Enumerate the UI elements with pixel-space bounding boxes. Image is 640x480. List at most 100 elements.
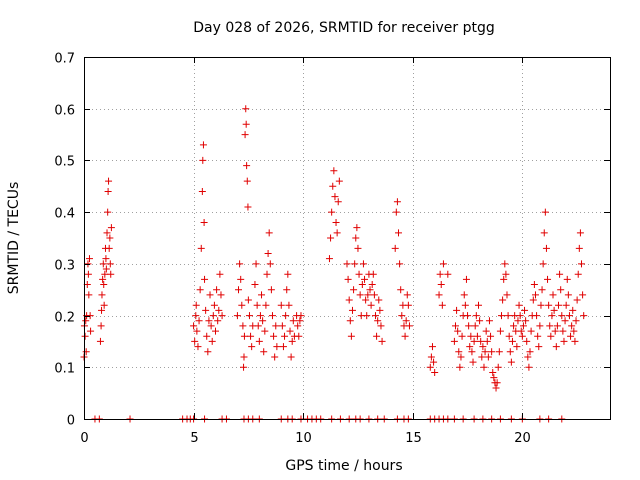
data-point (467, 332, 475, 340)
data-point (87, 327, 95, 335)
data-point (431, 368, 439, 376)
data-point (506, 348, 514, 356)
data-point (359, 260, 367, 268)
axes: 0 0.1 0.2 0.3 0.4 0.5 0.6 0.7 0 5 10 15 20 (54, 52, 610, 446)
data-point (198, 187, 206, 195)
data-point (476, 317, 484, 325)
data-point (247, 332, 255, 340)
data-point (199, 156, 207, 164)
data-point (279, 343, 287, 351)
data-point (86, 312, 94, 320)
data-point (262, 301, 270, 309)
data-point (268, 312, 276, 320)
data-point (201, 275, 209, 283)
data-point (103, 229, 111, 237)
data-point (552, 343, 560, 351)
data-point (343, 260, 351, 268)
data-point (239, 322, 247, 330)
data-point (346, 317, 354, 325)
data-point (483, 337, 491, 345)
data-point (481, 348, 489, 356)
data-point (84, 260, 92, 268)
data-point (369, 270, 377, 278)
data-point (401, 332, 409, 340)
data-point (286, 327, 294, 335)
data-point (297, 312, 305, 320)
data-point (214, 317, 222, 325)
data-point (202, 306, 210, 314)
data-point (281, 332, 289, 340)
data-point (562, 301, 570, 309)
data-point (271, 353, 279, 361)
data-point (525, 363, 533, 371)
data-point (454, 327, 462, 335)
data-point (505, 332, 513, 340)
data-point (496, 327, 504, 335)
y-tick-label: 0.7 (54, 52, 75, 67)
x-tick-label: 5 (190, 431, 198, 446)
data-point (106, 260, 114, 268)
data-point (527, 327, 535, 335)
data-point (393, 198, 401, 206)
data-point (213, 286, 221, 294)
data-point (242, 120, 250, 128)
data-point (396, 260, 404, 268)
data-point (263, 270, 271, 278)
data-point (444, 270, 452, 278)
data-point (334, 198, 342, 206)
data-point (277, 301, 285, 309)
data-point (237, 275, 245, 283)
data-point (104, 187, 112, 195)
data-point (335, 177, 343, 185)
data-point (377, 322, 385, 330)
data-point (364, 291, 372, 299)
data-point (541, 208, 549, 216)
data-point (568, 322, 576, 330)
data-point (289, 317, 297, 325)
data-point (493, 379, 501, 387)
data-point (478, 353, 486, 361)
data-point (579, 291, 587, 299)
data-point (252, 260, 260, 268)
data-point (533, 312, 541, 320)
data-point (575, 244, 583, 252)
data-point (457, 353, 465, 361)
data-point (500, 275, 508, 283)
data-point (84, 270, 92, 278)
data-point (501, 260, 509, 268)
data-point (451, 322, 459, 330)
data-point (287, 353, 295, 361)
data-point (537, 301, 545, 309)
data-point (273, 343, 281, 351)
data-point (395, 229, 403, 237)
data-point (285, 301, 293, 309)
data-point (245, 312, 253, 320)
data-point (439, 260, 447, 268)
data-point (540, 229, 548, 237)
chart-title: Day 028 of 2026, SRMTID for receiver ptg… (193, 20, 495, 36)
data-point (484, 353, 492, 361)
data-point (398, 312, 406, 320)
data-point (554, 301, 562, 309)
data-point (107, 270, 115, 278)
data-point (523, 337, 531, 345)
data-point (471, 322, 479, 330)
data-point (550, 306, 558, 314)
data-point (240, 332, 248, 340)
data-point (485, 317, 493, 325)
data-point (240, 353, 248, 361)
data-point (367, 301, 375, 309)
data-point (519, 322, 527, 330)
data-point (427, 353, 435, 361)
data-point (556, 270, 564, 278)
data-point (243, 177, 251, 185)
data-point (470, 337, 478, 345)
data-point (328, 208, 336, 216)
data-point (81, 332, 89, 340)
data-point (462, 275, 470, 283)
data-point (455, 348, 463, 356)
data-point (99, 275, 107, 283)
data-point (258, 291, 266, 299)
data-point (215, 306, 223, 314)
